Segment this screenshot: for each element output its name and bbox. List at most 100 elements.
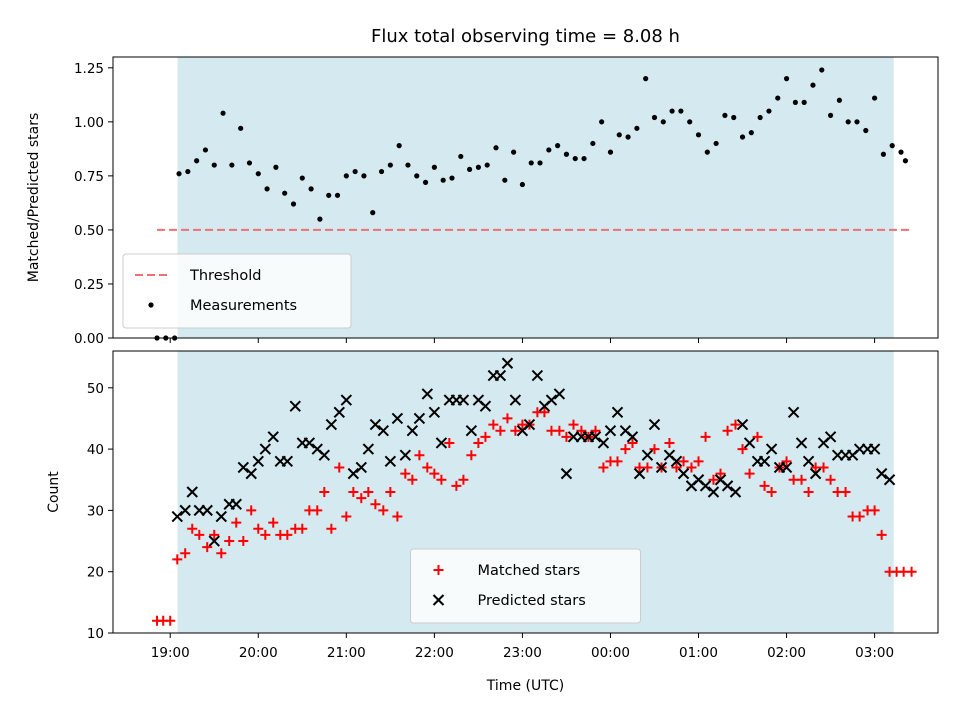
predicted-star-point — [611, 406, 624, 419]
matched-star-point — [165, 615, 176, 626]
measurement-point — [220, 110, 226, 116]
measurement-point — [466, 166, 473, 172]
measurement-point — [202, 147, 209, 153]
measurement-point — [246, 160, 253, 166]
matched-star-point — [180, 548, 191, 559]
measurement-point — [255, 171, 261, 177]
measurement-point — [334, 192, 341, 198]
legend-label: Matched stars — [478, 563, 581, 579]
measurement-point — [880, 151, 887, 157]
matched-star-point — [187, 523, 198, 534]
predicted-star-point — [545, 394, 558, 406]
matched-star-point — [642, 462, 653, 473]
measurement-point — [475, 164, 481, 170]
matched-star-point — [363, 487, 374, 497]
matched-star-point — [539, 407, 550, 418]
measurement-point — [387, 162, 393, 168]
predicted-star-point — [289, 400, 301, 412]
measurement-point — [687, 119, 693, 125]
matched-star-point — [495, 425, 506, 436]
x-tick-label: 20:00 — [239, 645, 278, 661]
measurement-point — [607, 149, 614, 155]
measurement-point — [458, 153, 464, 160]
measurement-point — [863, 127, 869, 134]
matched-star-point — [876, 529, 887, 540]
measurement-point — [343, 173, 349, 179]
predicted-star-point — [780, 461, 793, 474]
matched-star-point — [172, 554, 183, 565]
measurement-point — [273, 164, 279, 170]
matched-star-point — [224, 536, 235, 547]
x-tick-label: 03:00 — [855, 645, 894, 661]
predicted-star-point — [362, 443, 375, 455]
x-tick-label: 00:00 — [591, 645, 630, 661]
matched-star-point — [326, 523, 337, 534]
predicted-star-point — [736, 418, 749, 431]
predicted-star-point — [237, 461, 250, 474]
predicted-star-point — [391, 412, 404, 425]
chart-title: Flux total observing time = 8.08 h — [371, 26, 680, 47]
predicted-star-point — [809, 467, 822, 480]
predicted-star-point — [707, 486, 720, 498]
x-tick-label: 23:00 — [503, 645, 542, 661]
matched-star-point — [466, 450, 477, 461]
predicted-star-point — [347, 467, 360, 480]
measurement-point — [449, 175, 455, 181]
measurement-point — [238, 125, 244, 131]
measurement-point — [854, 119, 860, 125]
matched-star-point — [268, 517, 279, 528]
y-tick-label: 1.25 — [74, 61, 104, 77]
measurement-point — [326, 192, 332, 198]
measurement-point — [405, 162, 411, 168]
predicted-star-point — [787, 406, 800, 419]
predicted-star-point — [531, 369, 544, 382]
measurement-point — [590, 140, 596, 147]
matched-star-point — [319, 487, 330, 497]
legend-plus-swatch — [433, 565, 444, 575]
predicted-star-point — [325, 418, 338, 431]
measurement-point — [731, 114, 737, 121]
matched-star-point — [561, 431, 572, 442]
measurement-point — [229, 162, 235, 168]
matched-star-point — [370, 499, 381, 510]
matched-star-point — [678, 456, 689, 467]
measurement-point — [282, 190, 288, 196]
measurement-point — [176, 171, 182, 177]
measurement-point — [352, 168, 358, 175]
legend-box — [410, 548, 641, 624]
measurement-point — [317, 216, 323, 222]
matched-star-point — [451, 480, 462, 491]
measurement-point — [572, 155, 578, 162]
measurement-point — [185, 168, 191, 175]
measurement-point — [792, 99, 798, 105]
matched-star-point — [568, 419, 579, 430]
predicted-star-point — [655, 461, 668, 474]
matched-star-point — [238, 536, 249, 547]
predicted-star-point — [245, 467, 257, 480]
predicted-star-point — [523, 418, 536, 431]
matched-star-point — [598, 462, 609, 473]
predicted-star-point — [509, 394, 522, 406]
predicted-star-point — [259, 443, 272, 455]
predicted-star-point — [303, 437, 316, 449]
predicted-star-point — [802, 455, 815, 468]
predicted-star-point — [377, 424, 390, 437]
measurement-point — [669, 108, 675, 114]
measurement-point — [370, 210, 376, 216]
predicted-star-point — [281, 455, 294, 468]
measurement-point — [902, 158, 909, 164]
matched-star-point — [334, 462, 345, 473]
matched-star-point — [744, 468, 755, 479]
measurement-point — [431, 164, 437, 170]
plot-area — [154, 67, 909, 341]
measurement-point — [713, 140, 719, 147]
predicted-star-point — [479, 400, 492, 412]
predicted-star-point — [384, 455, 397, 468]
matched-star-point — [752, 431, 763, 442]
matched-star-point — [407, 474, 418, 485]
matched-star-point — [664, 437, 675, 448]
matched-star-point — [803, 487, 814, 497]
measurement-point — [819, 67, 825, 73]
measurement-point — [414, 173, 420, 179]
predicted-star-point — [179, 504, 191, 517]
